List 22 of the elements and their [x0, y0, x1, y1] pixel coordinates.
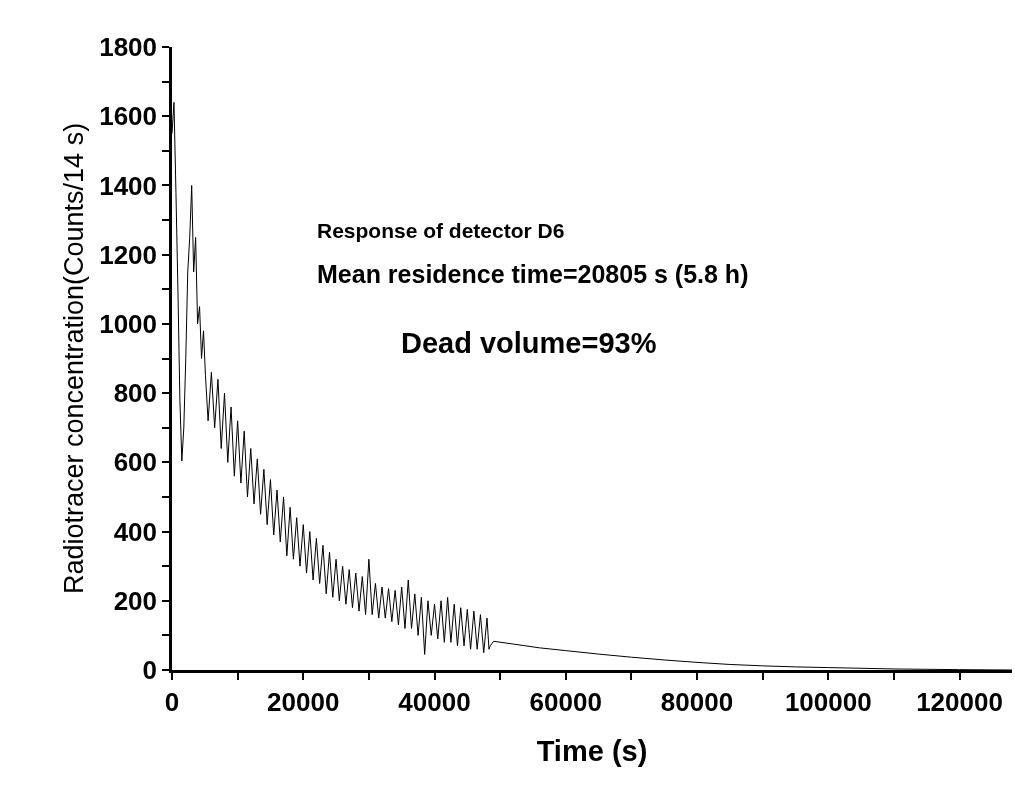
y-tick-label: 600 — [113, 447, 158, 478]
y-axis-title: Radiotracer concentration(Counts/14 s) — [59, 122, 90, 595]
y-tick-label: 1800 — [99, 32, 158, 63]
y-tick-label: 800 — [113, 378, 158, 409]
y-tick-label: 0 — [142, 655, 158, 686]
y-tick-label: 1000 — [99, 308, 158, 339]
x-tick-label: 60000 — [529, 686, 602, 717]
y-tick-label: 1600 — [99, 101, 158, 132]
y-tick-label: 1200 — [99, 239, 158, 270]
x-tick-label: 120000 — [916, 686, 1003, 717]
x-tick-label: 20000 — [267, 686, 340, 717]
annotation: Dead volume=93% — [401, 327, 657, 359]
y-tick-label: 200 — [113, 585, 158, 616]
annotation: Mean residence time=20805 s (5.8 h) — [317, 260, 749, 288]
x-axis-title: Time (s) — [536, 734, 648, 767]
x-tick-label: 0 — [164, 686, 180, 717]
annotation: Response of detector D6 — [317, 219, 565, 242]
x-tick-label: 80000 — [660, 686, 734, 717]
y-tick-label: 1400 — [99, 170, 158, 201]
x-tick-label: 100000 — [784, 686, 872, 717]
y-tick-label: 400 — [113, 516, 158, 547]
x-tick-label: 40000 — [398, 686, 471, 717]
